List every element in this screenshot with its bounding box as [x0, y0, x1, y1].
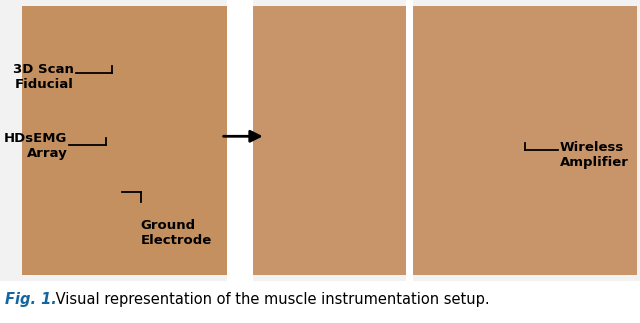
Text: Visual representation of the muscle instrumentation setup.: Visual representation of the muscle inst…: [51, 292, 490, 307]
Bar: [406, 0, 413, 281]
Bar: [22, 5, 227, 276]
Bar: [253, 5, 406, 276]
Text: 3D Scan
Fiducial: 3D Scan Fiducial: [13, 63, 74, 91]
Text: HDsEMG
Array: HDsEMG Array: [4, 132, 67, 160]
Bar: [413, 5, 637, 276]
Bar: [227, 0, 253, 281]
Text: Fig. 1.: Fig. 1.: [5, 292, 57, 307]
Text: Wireless
Amplifier: Wireless Amplifier: [560, 141, 629, 169]
Text: Ground
Electrode: Ground Electrode: [141, 219, 212, 247]
